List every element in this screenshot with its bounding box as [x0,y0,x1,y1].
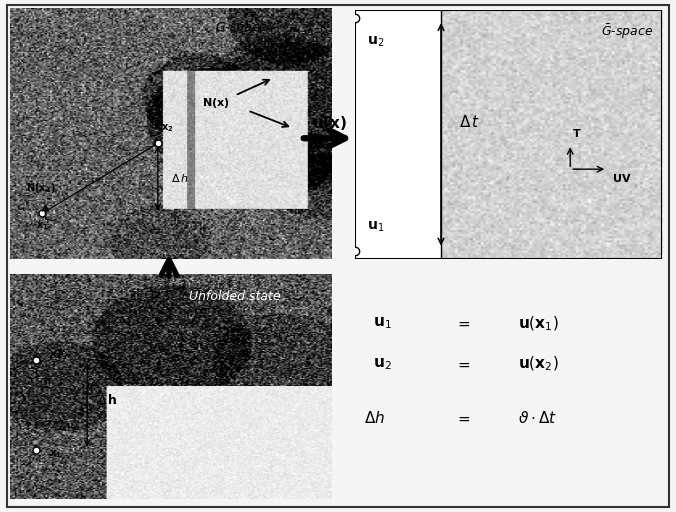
Text: $\mathbf{x_1}$: $\mathbf{x_1}$ [36,220,49,232]
Text: Unfolded state: Unfolded state [189,290,281,303]
Text: $\mathbf{x_2}$: $\mathbf{x_2}$ [161,122,174,134]
Text: $\mathbf{N(x_1)}$: $\mathbf{N(x_1)}$ [26,181,56,195]
Text: $\Delta\, t$: $\Delta\, t$ [460,114,481,130]
Text: T: T [573,130,581,139]
Text: UV: UV [613,174,631,184]
Text: $\mathbf{u}(\mathbf{x}_1)$: $\mathbf{u}(\mathbf{x}_1)$ [518,314,558,333]
Text: $\vartheta \cdot \Delta t$: $\vartheta \cdot \Delta t$ [518,410,557,426]
Bar [355,10,441,259]
Text: $\Delta\, h$: $\Delta\, h$ [170,172,189,184]
Text: $\mathbf{u}_2$: $\mathbf{u}_2$ [367,35,385,50]
Text: $\Delta h$: $\Delta h$ [364,410,385,426]
Text: $\mathbf{u(x)}$: $\mathbf{u(x)}$ [312,114,347,132]
Text: $=$: $=$ [456,411,471,425]
Text: $\mathbf{u}_2$: $\mathbf{u}_2$ [373,356,392,372]
Text: $\mathbf{u}(\mathbf{x}_2)$: $\mathbf{u}(\mathbf{x}_2)$ [518,355,558,373]
Text: $\mathbf{N(x)}$: $\mathbf{N(x)}$ [202,96,229,110]
Text: $\Delta\, \mathbf{h}$: $\Delta\, \mathbf{h}$ [97,393,118,407]
Text: $\mathbf{u}_1$: $\mathbf{u}_1$ [367,219,385,233]
Text: $\mathbf{x_1}$: $\mathbf{x_1}$ [49,448,62,460]
Text: $\bar{G}$-space: $\bar{G}$-space [601,23,653,41]
Text: $=$: $=$ [456,356,471,372]
Text: $\mathbf{x_2}$: $\mathbf{x_2}$ [49,349,62,361]
Text: $=$: $=$ [456,316,471,331]
Text: $G$-space: $G$-space [215,20,268,36]
Text: $\mathbf{u}_1$: $\mathbf{u}_1$ [373,315,392,331]
